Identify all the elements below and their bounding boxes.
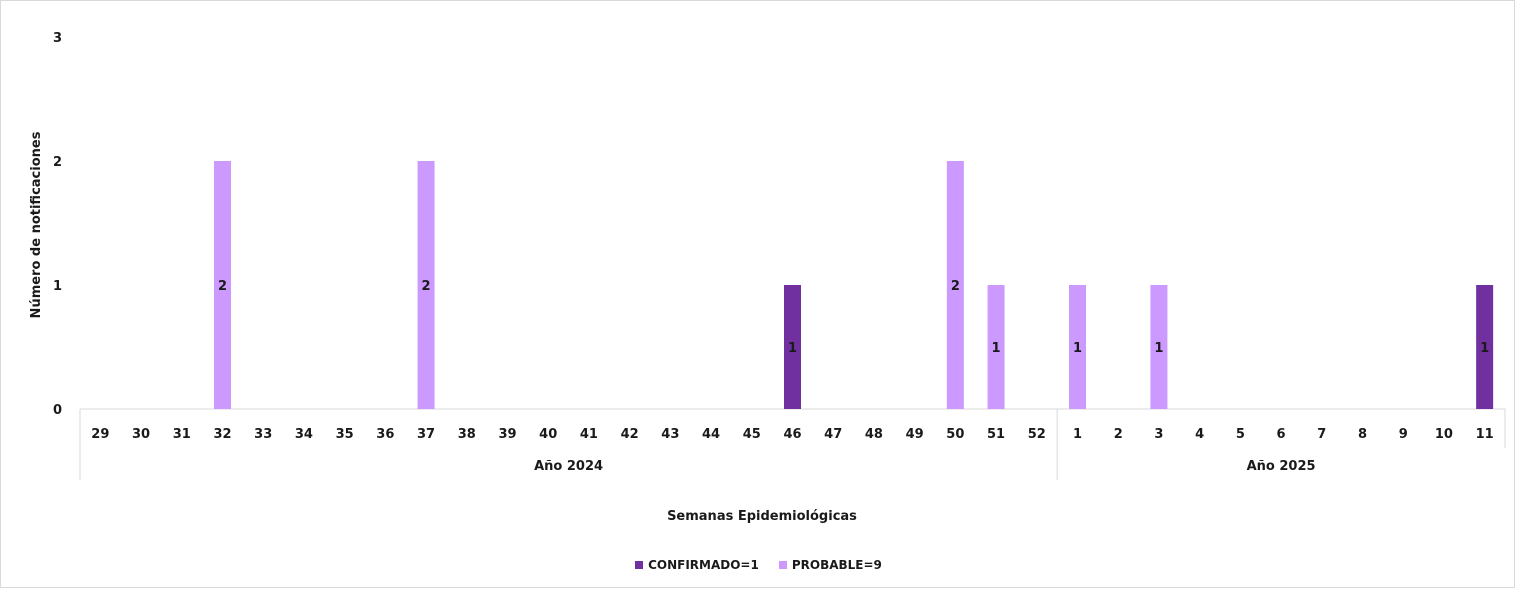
legend-label-probable: PROBABLE=9 — [791, 558, 882, 572]
x-group-label: Año 2025 — [1247, 459, 1316, 474]
legend-swatch-probable — [778, 561, 787, 569]
x-axis: 29 30 31 32 33 34 35 36 37 38 39 40 41 42 43 44 45 46 47 48… — [79, 408, 1506, 480]
data-label-probable: 2 — [218, 279, 227, 294]
x-tick-label: 35 — [336, 427, 354, 442]
x-tick-label: 10 — [1435, 427, 1453, 442]
x-tick-label: 45 — [743, 427, 761, 442]
x-tick-label: 49 — [906, 427, 924, 442]
x-tick-label: 29 — [91, 427, 109, 442]
x-tick-label: 36 — [376, 427, 394, 442]
data-label-probable: 1 — [992, 341, 1001, 356]
data-label-probable: 1 — [1154, 341, 1163, 356]
legend-label-confirmado: CONFIRMADO=1 — [648, 558, 759, 572]
bar-probable — [987, 285, 1005, 409]
legend: CONFIRMADO=1 PROBABLE=9 — [0, 558, 1517, 572]
data-labels: 1 1 2 2 2 1 1 1 — [218, 279, 1489, 356]
x-tick-label: 6 — [1277, 427, 1286, 442]
bars — [214, 161, 1494, 409]
x-tick-label: 1 — [1073, 427, 1082, 442]
x-tick-label: 37 — [417, 427, 435, 442]
x-tick-label: 39 — [498, 427, 516, 442]
x-tick-label: 8 — [1358, 427, 1367, 442]
x-group-label: Año 2024 — [534, 459, 603, 474]
data-label-confirmado: 1 — [788, 341, 797, 356]
y-tick-label: 2 — [53, 155, 62, 170]
x-tick-label: 44 — [702, 427, 720, 442]
x-tick-label: 43 — [661, 427, 679, 442]
x-tick-label: 42 — [621, 427, 639, 442]
x-tick-label: 2 — [1114, 427, 1123, 442]
bar-probable — [946, 161, 964, 409]
x-tick-label: 5 — [1236, 427, 1245, 442]
x-tick-label: 47 — [824, 427, 842, 442]
x-tick-label: 3 — [1154, 427, 1163, 442]
x-tick-label: 51 — [987, 427, 1005, 442]
y-axis-title: Número de notificaciones — [29, 131, 44, 318]
x-tick-label: 34 — [295, 427, 313, 442]
x-tick-label: 38 — [458, 427, 476, 442]
x-tick-label: 46 — [783, 427, 801, 442]
x-tick-label: 33 — [254, 427, 272, 442]
x-tick-label: 11 — [1476, 427, 1494, 442]
data-label-confirmado: 1 — [1480, 341, 1489, 356]
x-tick-label: 40 — [539, 427, 557, 442]
x-tick-label: 4 — [1195, 427, 1204, 442]
bar-confirmado — [784, 285, 801, 409]
y-tick-label: 1 — [53, 279, 62, 294]
data-label-probable: 2 — [951, 279, 960, 294]
x-tick-label: 48 — [865, 427, 883, 442]
x-tick-label: 7 — [1317, 427, 1326, 442]
bar-probable — [1069, 285, 1086, 409]
bar-probable — [1150, 285, 1168, 409]
data-label-probable: 2 — [422, 279, 431, 294]
bar-probable — [417, 161, 435, 409]
x-tick-label: 31 — [173, 427, 191, 442]
bar-confirmado — [1476, 285, 1494, 409]
x-axis-title: Semanas Epidemiológicas — [667, 509, 857, 524]
y-tick-label: 0 — [53, 403, 62, 418]
legend-swatch-confirmado — [635, 561, 644, 569]
x-tick-label: 41 — [580, 427, 598, 442]
x-tick-label: 9 — [1399, 427, 1408, 442]
data-label-probable: 1 — [1073, 341, 1082, 356]
legend-item-confirmado: CONFIRMADO=1 — [635, 558, 759, 572]
bar-probable — [214, 161, 231, 409]
x-tick-label: 50 — [946, 427, 964, 442]
y-tick-label: 3 — [53, 31, 62, 46]
x-tick-label: 30 — [132, 427, 150, 442]
legend-item-probable: PROBABLE=9 — [778, 558, 882, 572]
x-tick-label: 32 — [213, 427, 231, 442]
x-tick-label: 52 — [1028, 427, 1046, 442]
y-axis: 0 1 2 3 — [53, 31, 62, 418]
